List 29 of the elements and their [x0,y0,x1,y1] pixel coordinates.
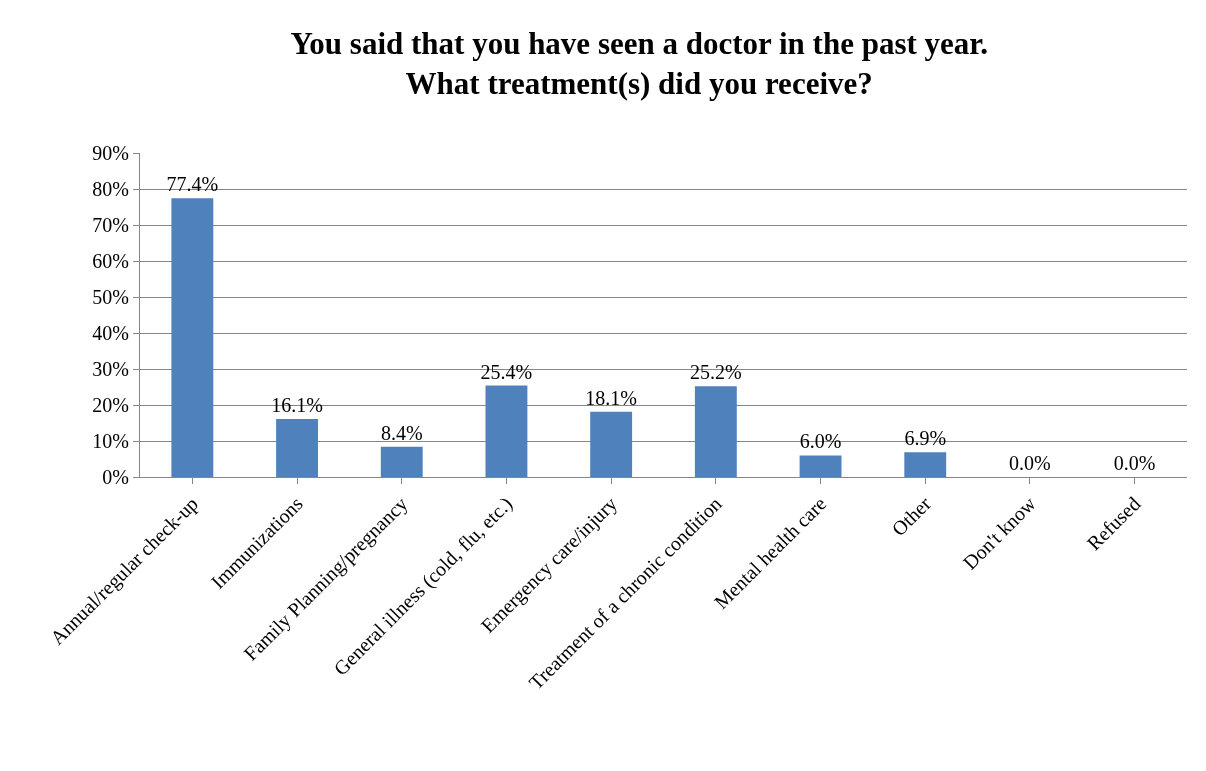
data-label: 25.4% [480,360,533,383]
bar [694,386,737,477]
y-tick-label: 40% [92,322,129,344]
data-label: 0.0% [1009,452,1051,474]
data-label: 6.0% [799,430,842,453]
bar [485,385,528,477]
data-label: 0.0% [1113,452,1156,474]
y-tick-label: 60% [92,250,129,272]
bar [380,446,423,477]
y-tick-label: 50% [92,286,129,308]
y-tick-label: 70% [92,214,129,236]
y-tick-label: 80% [92,178,129,200]
data-label: 77.4% [166,173,219,196]
y-tick-label: 30% [92,358,129,380]
data-label: 8.4% [380,421,423,444]
bar [799,455,842,477]
bar [590,411,633,477]
y-tick-label: 10% [92,430,129,452]
y-tick-label: 90% [92,142,129,164]
chart-title: You said that you have seen a doctor in the past year. What treatment(s) did you receive? [290,25,988,102]
y-tick-label: 20% [92,394,129,416]
bar [276,419,318,477]
bar [171,198,214,477]
bar [904,452,947,477]
data-label: 16.1% [271,394,323,417]
y-tick-label: 0% [102,466,129,488]
data-label: 25.2% [690,361,742,384]
data-label: 6.9% [904,427,947,450]
data-label: 18.1% [585,386,637,409]
